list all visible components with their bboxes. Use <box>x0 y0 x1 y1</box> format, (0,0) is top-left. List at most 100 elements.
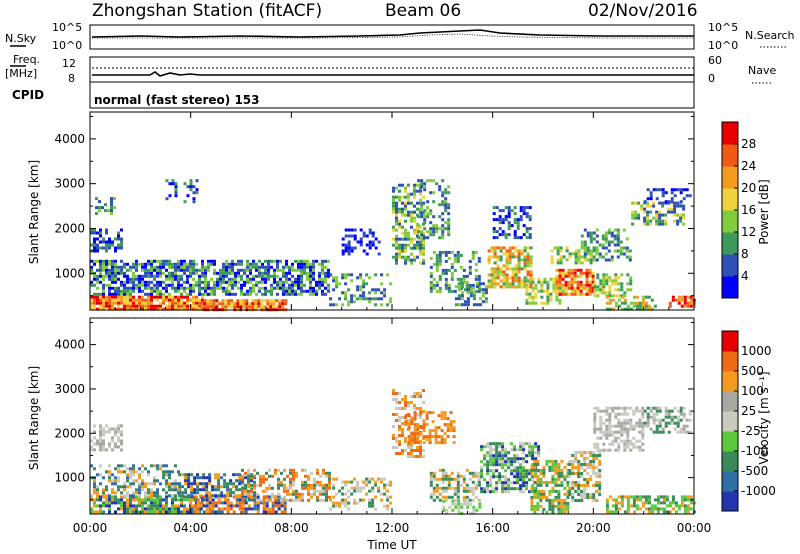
echo-cell <box>459 253 463 257</box>
echo-cell <box>120 448 123 452</box>
echo-cell <box>574 490 578 493</box>
echo-cell <box>632 501 636 505</box>
echo-cell <box>437 441 441 445</box>
echo-cell <box>219 277 222 281</box>
echo-cell <box>99 498 102 502</box>
echo-cell <box>368 297 372 301</box>
echo-cell <box>452 441 456 445</box>
echo-cell <box>516 475 520 479</box>
echo-cell <box>401 207 404 211</box>
echo-cell <box>530 504 534 508</box>
echo-cell <box>576 292 580 296</box>
echo-cell <box>193 491 197 495</box>
echo-cell <box>495 448 499 452</box>
echo-cell <box>674 510 678 514</box>
echo-cell <box>183 259 186 263</box>
echo-cell <box>129 301 132 305</box>
echo-cell <box>273 286 276 290</box>
echo-cell <box>577 460 581 463</box>
echo-cell <box>312 271 315 275</box>
echo-cell <box>676 188 680 192</box>
echo-cell <box>319 483 322 487</box>
echo-cell <box>608 294 612 298</box>
echo-cell <box>507 227 511 231</box>
echo-cell <box>499 285 503 289</box>
echo-cell <box>177 510 180 514</box>
echo-cell <box>120 298 123 302</box>
velocity-colorbar-label: Velocity [m s⁻¹] <box>757 371 771 464</box>
echo-cell <box>440 435 444 439</box>
echo-cell <box>664 213 668 217</box>
echo-cell <box>104 203 107 207</box>
echo-cell <box>362 498 366 502</box>
echo-cell <box>682 412 686 416</box>
echo-cell <box>638 498 642 502</box>
echo-cell <box>570 286 574 290</box>
echo-cell <box>138 277 141 281</box>
echo-cell <box>483 463 487 467</box>
echo-cell <box>180 283 183 287</box>
echo-cell <box>570 274 574 278</box>
echo-cell <box>177 304 180 308</box>
echo-cell <box>460 282 464 286</box>
echo-cell <box>312 292 315 296</box>
echo-cell <box>453 477 457 481</box>
echo-cell <box>273 268 276 272</box>
echo-cell <box>407 198 410 202</box>
echo-cell <box>432 179 436 183</box>
echo-cell <box>236 305 240 309</box>
echo-cell <box>295 471 298 475</box>
echo-cell <box>315 292 318 296</box>
echo-cell <box>513 218 517 222</box>
echo-cell <box>138 307 141 311</box>
echo-cell <box>198 307 201 311</box>
echo-cell <box>471 492 475 496</box>
echo-cell <box>566 501 570 505</box>
echo-cell <box>159 259 162 263</box>
echo-cell <box>123 289 126 293</box>
echo-cell <box>359 489 363 493</box>
echo-cell <box>271 504 275 508</box>
echo-cell <box>508 252 512 256</box>
echo-cell <box>259 501 263 505</box>
echo-cell <box>264 274 267 278</box>
echo-cell <box>270 274 273 278</box>
echo-cell <box>682 207 686 211</box>
echo-cell <box>602 430 606 434</box>
echo-cell <box>276 283 279 287</box>
echo-cell <box>608 442 612 446</box>
echo-cell <box>99 265 102 269</box>
echo-cell <box>274 495 277 499</box>
echo-cell <box>611 498 615 502</box>
echo-cell <box>276 286 279 290</box>
echo-cell <box>468 283 472 287</box>
echo-cell <box>398 401 401 404</box>
echo-cell <box>585 277 589 281</box>
echo-cell <box>288 277 291 281</box>
echo-cell <box>580 240 584 244</box>
echo-cell <box>495 487 499 491</box>
echo-cell <box>557 477 561 481</box>
echo-cell <box>580 246 584 250</box>
echo-cell <box>144 307 147 311</box>
echo-cell <box>632 510 636 514</box>
echo-cell <box>623 495 627 499</box>
echo-cell <box>190 504 194 508</box>
echo-cell <box>601 246 605 250</box>
echo-cell <box>204 286 207 290</box>
echo-cell <box>551 489 555 493</box>
echo-cell <box>605 279 609 283</box>
echo-cell <box>177 259 180 263</box>
echo-cell <box>283 507 287 511</box>
echo-cell <box>620 307 624 311</box>
echo-cell <box>435 227 439 231</box>
echo-cell <box>465 489 469 493</box>
echo-cell <box>123 501 126 505</box>
echo-cell <box>123 280 126 284</box>
echo-cell <box>585 283 589 287</box>
echo-cell <box>297 268 300 272</box>
echo-cell <box>195 307 198 311</box>
echo-cell <box>168 470 171 474</box>
echo-cell <box>668 301 672 305</box>
